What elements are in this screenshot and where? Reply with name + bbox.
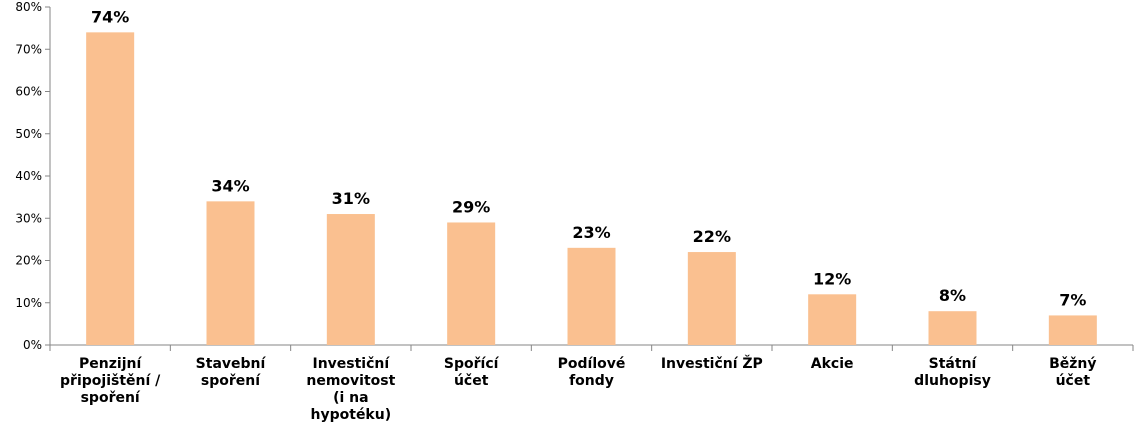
chart-labels: 74% Penzijní připojištění / spoření 34% Stave… — [60, 7, 1097, 423]
bar — [326, 214, 375, 345]
x-tick-label: Penzijní připojištění / spoření — [60, 356, 161, 406]
y-tick-label: 20% — [15, 254, 42, 268]
y-tick-label: 10% — [15, 296, 42, 310]
y-tick-label: 70% — [15, 42, 42, 56]
x-tick-label: Státní dluhopisy — [914, 356, 991, 389]
bar — [928, 311, 977, 345]
x-tick-label: Stavební spoření — [196, 356, 267, 389]
y-tick-label: 80% — [15, 0, 42, 14]
x-tick-label: Investiční nemovitost (i na hypotéku) — [306, 356, 395, 423]
x-tick-label: Akcie — [811, 356, 854, 372]
x-tick-label: Investiční ŽP — [661, 355, 763, 372]
data-label: 22% — [693, 227, 731, 246]
data-label: 29% — [452, 197, 490, 216]
data-label: 74% — [91, 7, 129, 26]
data-label: 12% — [813, 269, 851, 288]
y-tick-label: 0% — [23, 338, 42, 352]
y-tick-label: 40% — [15, 169, 42, 183]
x-tick-label: Spořící účet — [444, 356, 500, 389]
data-label: 23% — [572, 223, 610, 242]
y-tick-label: 60% — [15, 85, 42, 99]
data-label: 31% — [332, 189, 370, 208]
bar — [687, 252, 736, 345]
bar — [808, 294, 857, 345]
bar — [1048, 315, 1097, 345]
bar — [447, 222, 496, 345]
y-tick-label: 50% — [15, 127, 42, 141]
x-tick-label: Běžný účet — [1049, 356, 1096, 389]
bar — [567, 247, 616, 345]
bar — [86, 32, 135, 345]
bar — [206, 201, 255, 345]
x-tick-label: Podílové fondy — [558, 356, 626, 389]
data-label: 8% — [939, 286, 966, 305]
data-label: 7% — [1059, 290, 1086, 309]
chart-bars — [86, 32, 1097, 345]
y-tick-label: 30% — [15, 211, 42, 225]
data-label: 34% — [211, 176, 249, 195]
